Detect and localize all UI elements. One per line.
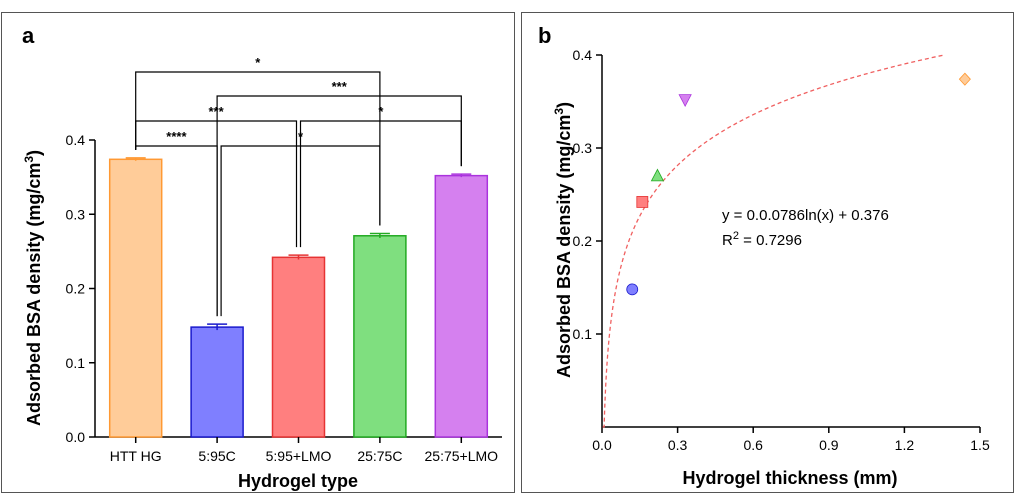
- x-tick-label: 0.3: [668, 437, 688, 453]
- x-tick-label: 5:95+LMO: [266, 448, 332, 464]
- panel-b-letter: b: [538, 23, 551, 48]
- panel-a-frame: [1, 12, 515, 493]
- y-tick-label: 0.4: [66, 132, 86, 148]
- significance-bracket: [220, 145, 381, 317]
- panel-a: a 0.0 0.1 0.2 0.3 0.4 HTT HG 5:95C 5:95+LMO 25:…: [22, 23, 502, 491]
- data-point-square: [636, 196, 649, 208]
- data-point-circle: [626, 283, 639, 296]
- x-tick-label: 1.5: [970, 437, 990, 453]
- y-tick-label: 0.4: [573, 47, 593, 63]
- significance-bracket: [216, 95, 462, 317]
- significance-bracket: [135, 120, 298, 248]
- x-tick-label: 25:75C: [357, 448, 402, 464]
- data-point-diamond: [958, 72, 971, 86]
- panel-b: b 0.1 0.2 0.3 0.4 0.0 0.3 0.6 0.9 1.2 1.5 y = 0.…: [538, 23, 990, 488]
- significance-label: ****: [166, 129, 187, 144]
- panel-a-x-title: Hydrogel type: [238, 471, 358, 491]
- x-tick-label: 1.2: [895, 437, 915, 453]
- x-tick-label: 0.6: [743, 437, 763, 453]
- x-tick-label: 5:95C: [198, 448, 235, 464]
- panel-b-frame: [521, 12, 1014, 493]
- fit-curve: [602, 54, 945, 428]
- significance-label: ***: [209, 104, 225, 119]
- x-tick-label: 0.0: [592, 437, 612, 453]
- y-tick-label: 0.0: [66, 429, 86, 445]
- data-point-triangle-down: [678, 94, 692, 108]
- bar: [108, 158, 163, 438]
- y-tick-label: 0.1: [573, 326, 593, 342]
- significance-bracket: [135, 71, 381, 226]
- panel-b-x-title: Hydrogel thickness (mm): [682, 468, 897, 488]
- significance-label: *: [298, 129, 304, 144]
- panel-a-letter: a: [22, 23, 35, 48]
- data-point-triangle-up: [650, 168, 665, 182]
- x-tick-label: 0.9: [819, 437, 839, 453]
- y-tick-label: 0.2: [573, 233, 593, 249]
- significance-label: ***: [332, 79, 348, 94]
- bar: [353, 235, 407, 438]
- y-tick-label: 0.3: [66, 206, 86, 222]
- significance-label: *: [255, 55, 261, 70]
- fit-r-squared: R2 = 0.7296: [722, 230, 802, 249]
- bar: [190, 326, 244, 438]
- x-tick-label: HTT HG: [110, 448, 162, 464]
- panel-b-y-title: Adsorbed BSA density (mg/cm3): [552, 102, 574, 378]
- significance-label: *: [378, 104, 384, 119]
- panel-a-y-title: Adsorbed BSA density (mg/cm3): [22, 150, 44, 426]
- fit-equation: y = 0.0.0786ln(x) + 0.376: [722, 207, 889, 224]
- y-tick-label: 0.1: [66, 355, 86, 371]
- y-tick-label: 0.3: [573, 140, 593, 156]
- x-tick-label: 25:75+LMO: [425, 448, 499, 464]
- bar: [434, 174, 489, 438]
- significance-bracket: [135, 145, 218, 317]
- y-tick-label: 0.2: [66, 281, 86, 297]
- bar: [271, 256, 326, 438]
- significance-bracket: [299, 120, 462, 248]
